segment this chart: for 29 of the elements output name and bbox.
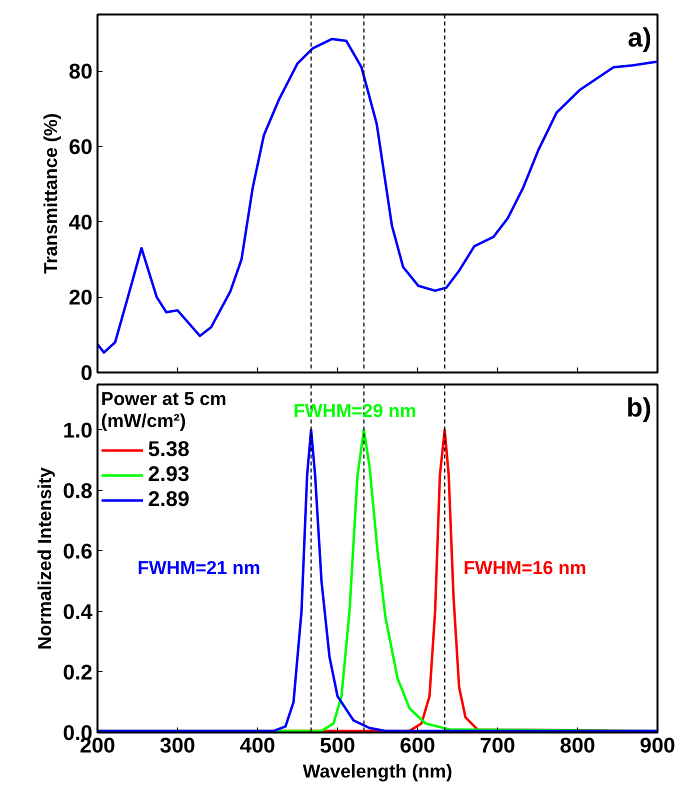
y-axis-title: Normalized Intensity <box>34 466 55 650</box>
y-tick-label: 20 <box>68 286 93 310</box>
y-tick-label: 1.0 <box>62 418 93 442</box>
y-tick-label: 0.6 <box>62 539 93 564</box>
annotation: a) <box>628 22 652 52</box>
x-tick-label: 900 <box>640 734 676 758</box>
annotation: FWHM=21 nm <box>138 557 260 578</box>
y-tick-label: 0.4 <box>62 600 93 624</box>
y-tick-label: 60 <box>68 134 93 159</box>
y-tick-label: 40 <box>68 210 93 234</box>
x-tick-label: 500 <box>320 734 356 758</box>
x-axis-title: Wavelength (nm) <box>302 760 452 782</box>
legend-title: Power at 5 cm (mW/cm²) <box>101 388 226 432</box>
legend-label: 2.93 <box>148 462 190 487</box>
annotation: FWHM=29 nm <box>294 400 416 421</box>
y-tick-label: 80 <box>68 60 93 84</box>
y-axis-title: Transmittance (%) <box>40 113 61 274</box>
x-tick-label: 800 <box>560 734 596 758</box>
x-tick-label: 700 <box>480 734 516 758</box>
annotation: FWHM=16 nm <box>464 557 586 578</box>
legend-label: 5.38 <box>148 437 190 462</box>
y-tick-label: 0.8 <box>62 478 93 503</box>
y-tick-label: 0 <box>80 361 93 385</box>
annotation: b) <box>626 392 652 422</box>
x-tick-label: 400 <box>240 734 276 758</box>
legend-label: 2.89 <box>148 487 190 512</box>
x-tick-label: 600 <box>400 734 436 758</box>
y-tick-label: 0.2 <box>62 660 93 684</box>
x-tick-label: 300 <box>160 734 196 758</box>
